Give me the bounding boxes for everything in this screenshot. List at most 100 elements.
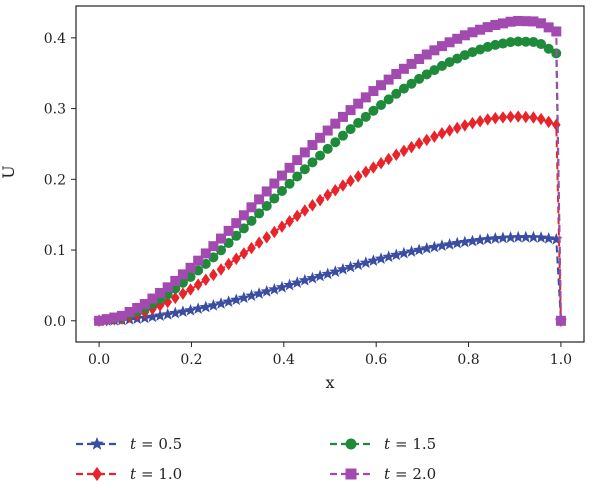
square-marker bbox=[551, 26, 562, 37]
series-line bbox=[98, 40, 562, 322]
circle-marker bbox=[475, 44, 486, 55]
star-marker bbox=[451, 236, 464, 249]
x-tick-label: 0.2 bbox=[180, 352, 202, 368]
diamond-marker bbox=[92, 466, 102, 482]
square-marker bbox=[124, 306, 135, 317]
diamond-marker bbox=[529, 111, 538, 124]
circle-marker bbox=[254, 208, 265, 219]
star-marker bbox=[336, 262, 350, 275]
square-marker bbox=[155, 287, 166, 298]
diamond-marker bbox=[475, 115, 485, 128]
x-axis-label: x bbox=[325, 373, 334, 392]
series-layer bbox=[92, 15, 568, 328]
square-marker bbox=[330, 118, 341, 129]
circle-marker bbox=[185, 271, 196, 282]
diamond-marker bbox=[170, 291, 180, 305]
circle-marker bbox=[383, 94, 394, 105]
circle-marker bbox=[200, 258, 211, 269]
diamond-marker bbox=[201, 273, 211, 286]
diamond-marker bbox=[551, 118, 561, 132]
square-marker bbox=[246, 202, 257, 213]
x-axis: 0.0 0.2 0.4 0.6 0.8 1.0 bbox=[88, 342, 572, 368]
diamond-marker bbox=[315, 193, 325, 207]
star-marker bbox=[481, 232, 494, 245]
y-tick-label: 0.1 bbox=[44, 243, 66, 259]
diamond-marker bbox=[414, 137, 424, 150]
square-marker bbox=[345, 105, 356, 116]
diamond-marker bbox=[254, 236, 264, 249]
square-marker bbox=[360, 92, 371, 103]
diamond-marker bbox=[323, 188, 333, 202]
star-marker bbox=[191, 302, 205, 314]
legend-label: t = 2.0 bbox=[384, 465, 436, 483]
x-tick-label: 0.4 bbox=[273, 352, 295, 368]
circle-marker bbox=[414, 73, 425, 84]
y-tick-label: 0.4 bbox=[44, 31, 66, 47]
star-marker bbox=[199, 300, 212, 313]
diamond-marker bbox=[353, 170, 363, 183]
circle-marker bbox=[513, 36, 524, 47]
legend-label: t = 1.0 bbox=[130, 465, 182, 483]
legend-item: t = 0.5 bbox=[76, 435, 182, 453]
circle-marker bbox=[337, 130, 348, 141]
x-tick-label: 0.0 bbox=[88, 352, 110, 368]
diamond-marker bbox=[384, 152, 393, 166]
diamond-marker bbox=[209, 268, 218, 282]
diamond-marker bbox=[338, 179, 348, 192]
star-marker bbox=[374, 252, 388, 265]
diamond-marker bbox=[308, 199, 317, 212]
square-marker bbox=[444, 37, 455, 48]
diamond-marker bbox=[186, 283, 195, 296]
diamond-marker bbox=[300, 204, 310, 217]
diamond-marker bbox=[399, 144, 409, 158]
star-marker bbox=[207, 298, 220, 311]
star-marker bbox=[489, 232, 502, 244]
star-marker bbox=[473, 233, 487, 246]
star-marker bbox=[222, 295, 235, 308]
star-marker bbox=[382, 250, 395, 263]
star-marker bbox=[169, 306, 182, 319]
square-marker bbox=[284, 162, 295, 173]
square-marker bbox=[555, 315, 566, 326]
star-marker bbox=[397, 246, 411, 259]
circle-marker bbox=[292, 171, 303, 182]
y-axis: 0.0 0.1 0.2 0.3 0.4 bbox=[44, 31, 76, 330]
diamond-marker bbox=[270, 225, 279, 239]
star-marker bbox=[504, 231, 517, 243]
square-marker bbox=[238, 210, 249, 221]
diamond-marker bbox=[391, 148, 401, 162]
star-marker bbox=[351, 258, 365, 271]
circle-marker bbox=[177, 277, 188, 288]
series-star bbox=[92, 230, 568, 327]
square-marker bbox=[322, 125, 333, 136]
square-marker bbox=[536, 18, 547, 29]
star-marker bbox=[283, 278, 296, 291]
plot-area bbox=[75, 5, 585, 343]
circle-marker bbox=[246, 215, 257, 226]
diamond-marker bbox=[262, 231, 272, 244]
diamond-marker bbox=[361, 165, 371, 179]
star-marker bbox=[214, 297, 228, 309]
legend-var: t bbox=[130, 435, 137, 453]
y-tick-label: 0.2 bbox=[44, 172, 66, 188]
circle-marker bbox=[452, 53, 463, 64]
star-marker bbox=[527, 230, 540, 243]
diamond-marker bbox=[491, 111, 500, 125]
star-marker bbox=[313, 269, 327, 282]
diamond-marker bbox=[224, 257, 233, 271]
star-marker bbox=[90, 436, 104, 450]
diamond-marker bbox=[163, 295, 172, 309]
star-marker bbox=[428, 240, 441, 253]
legend-item: t = 1.5 bbox=[330, 435, 436, 453]
square-marker bbox=[497, 18, 508, 29]
diamond-marker bbox=[376, 156, 386, 170]
star-marker bbox=[519, 230, 532, 243]
square-marker bbox=[223, 225, 234, 236]
square-marker bbox=[406, 58, 417, 69]
diamond-marker bbox=[506, 110, 515, 123]
square-marker bbox=[269, 178, 280, 189]
circle-marker bbox=[276, 186, 287, 197]
square-marker bbox=[193, 255, 204, 266]
square-marker bbox=[398, 63, 409, 74]
